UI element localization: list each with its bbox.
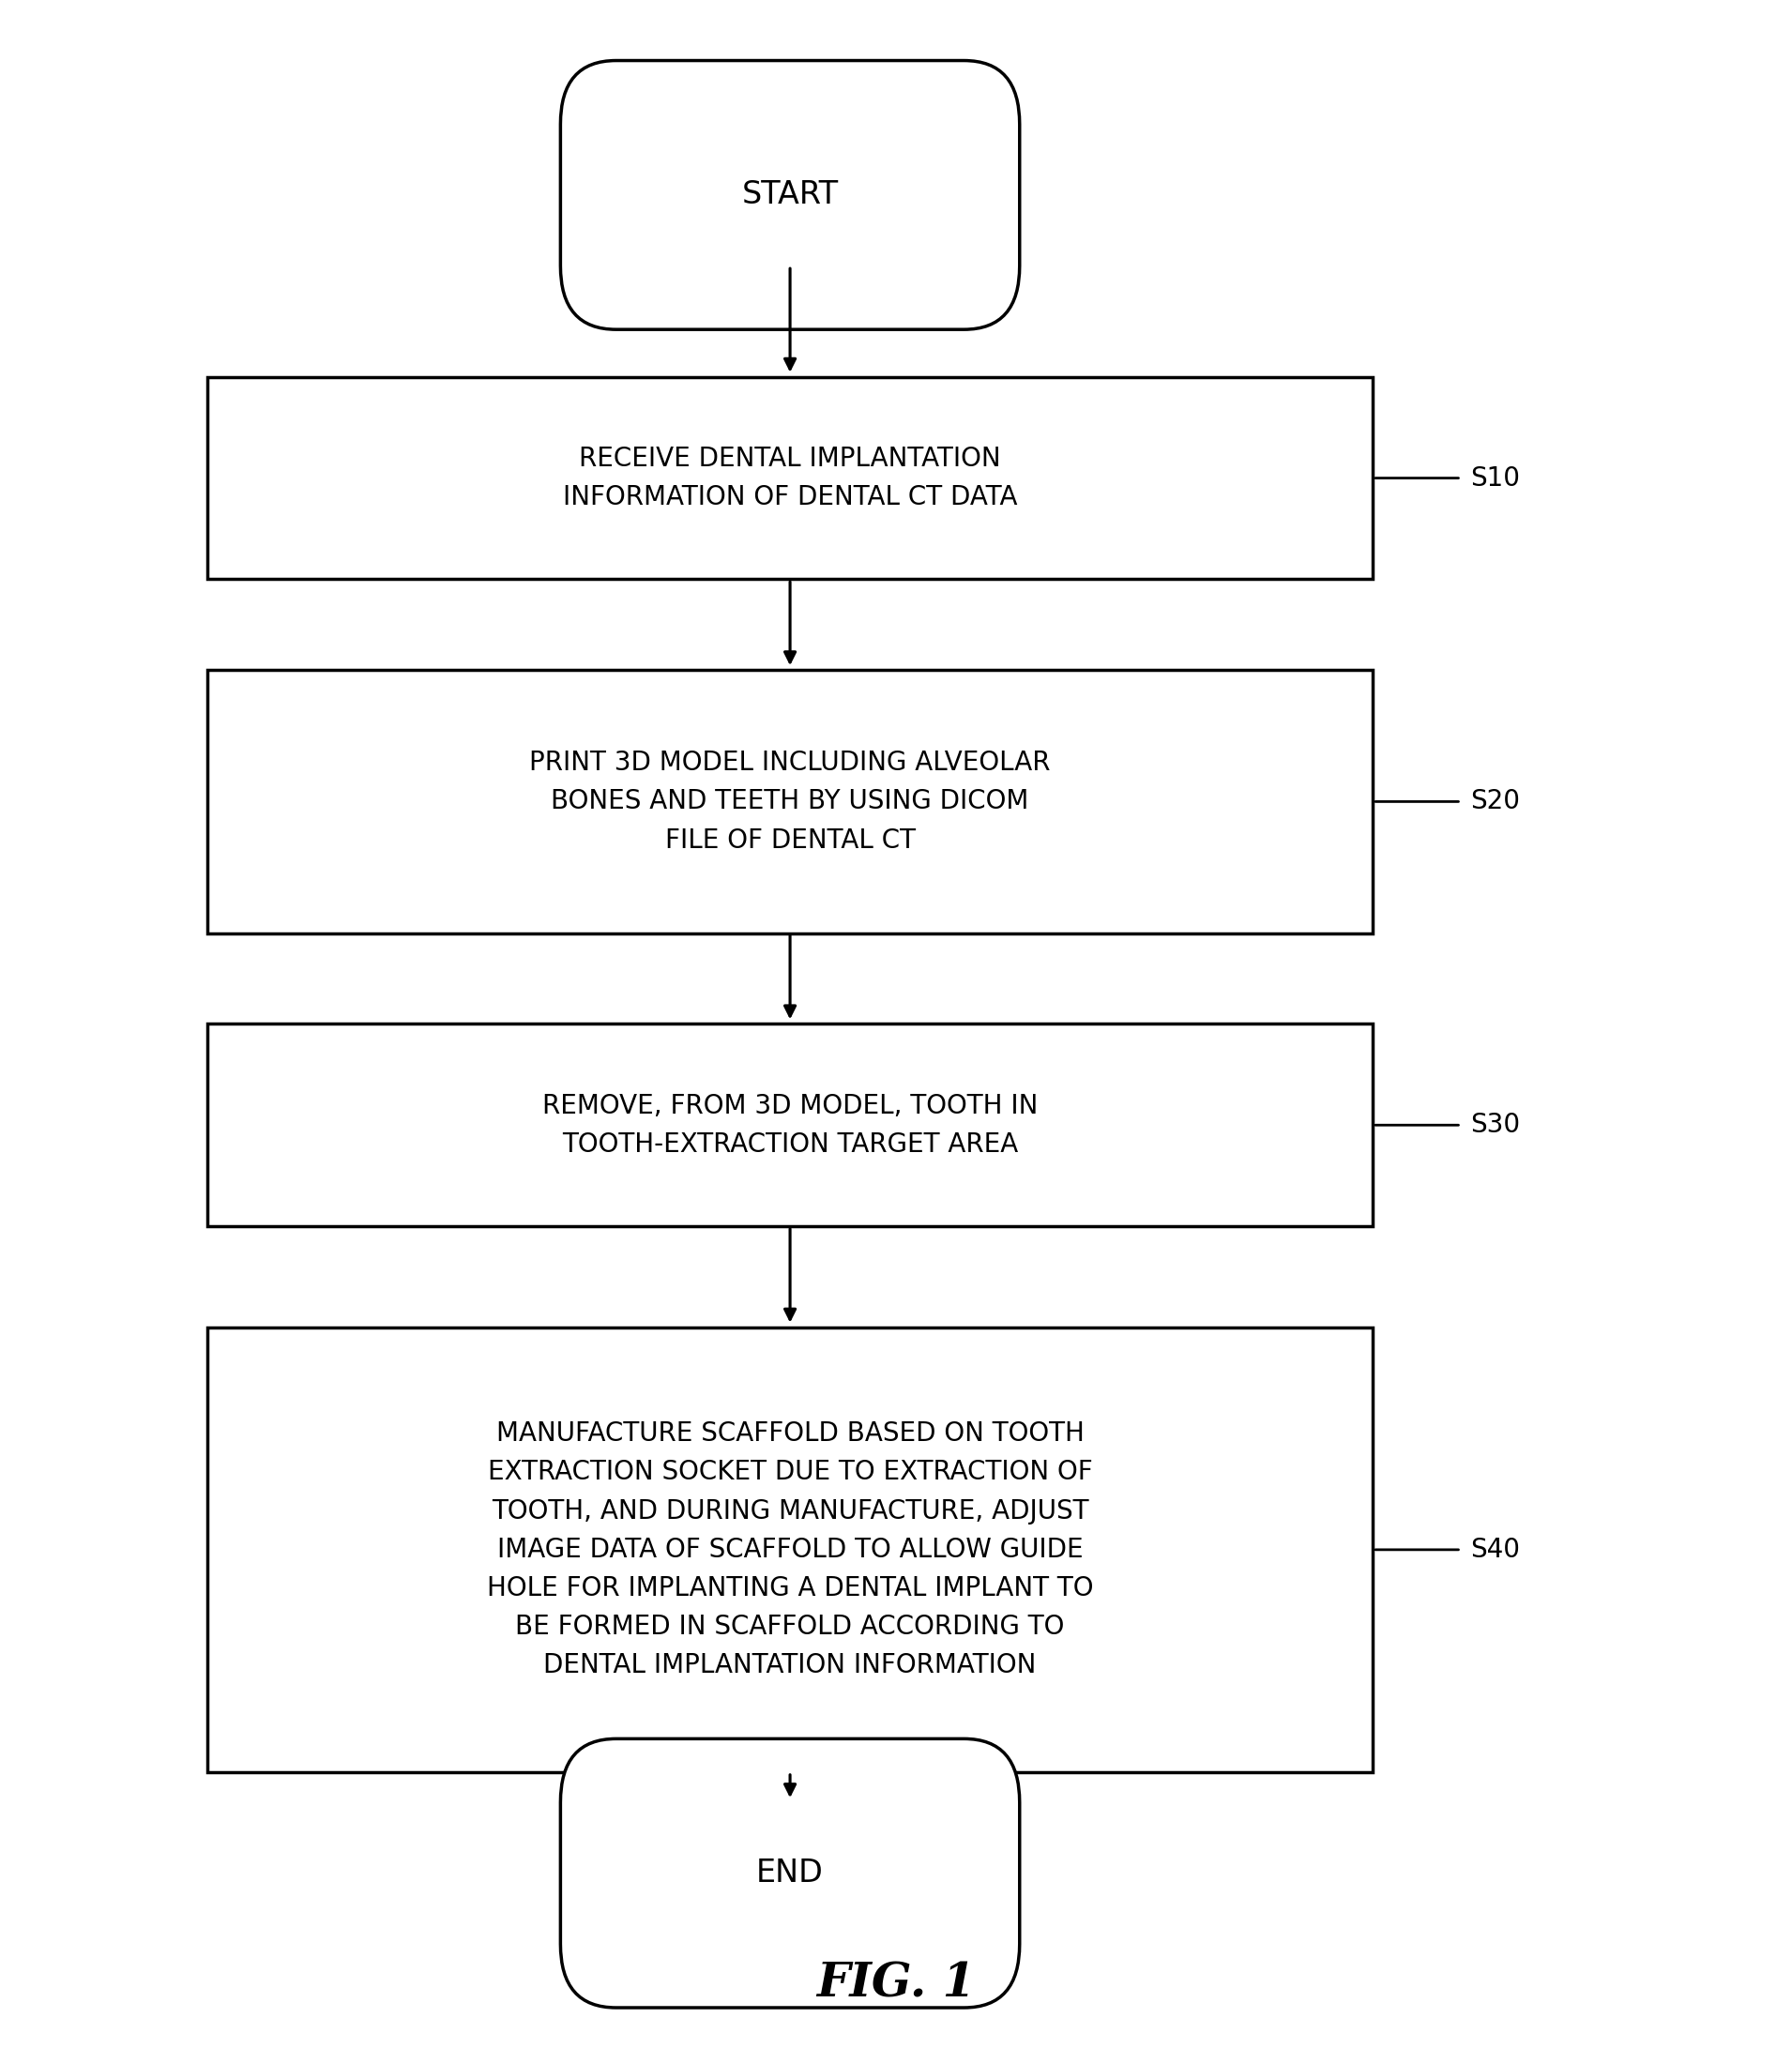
Text: FIG. 1: FIG. 1 (817, 1962, 975, 2007)
Bar (208, 670, 1373, 934)
Text: S20: S20 (1469, 788, 1520, 815)
Text: RECEIVE DENTAL IMPLANTATION
INFORMATION OF DENTAL CT DATA: RECEIVE DENTAL IMPLANTATION INFORMATION … (563, 446, 1018, 510)
Text: S40: S40 (1469, 1536, 1520, 1563)
FancyBboxPatch shape (561, 1739, 1020, 2007)
FancyBboxPatch shape (561, 61, 1020, 330)
Text: PRINT 3D MODEL INCLUDING ALVEOLAR
BONES AND TEETH BY USING DICOM
FILE OF DENTAL : PRINT 3D MODEL INCLUDING ALVEOLAR BONES … (529, 750, 1050, 854)
Text: S30: S30 (1469, 1112, 1520, 1139)
Bar (208, 1024, 1373, 1227)
Text: REMOVE, FROM 3D MODEL, TOOTH IN
TOOTH-EXTRACTION TARGET AREA: REMOVE, FROM 3D MODEL, TOOTH IN TOOTH-EX… (543, 1094, 1038, 1157)
Text: END: END (756, 1858, 824, 1888)
Text: S10: S10 (1469, 465, 1520, 492)
Bar (208, 377, 1373, 580)
Text: START: START (742, 180, 839, 211)
Bar (208, 1327, 1373, 1772)
Text: MANUFACTURE SCAFFOLD BASED ON TOOTH
EXTRACTION SOCKET DUE TO EXTRACTION OF
TOOTH: MANUFACTURE SCAFFOLD BASED ON TOOTH EXTR… (487, 1421, 1093, 1679)
